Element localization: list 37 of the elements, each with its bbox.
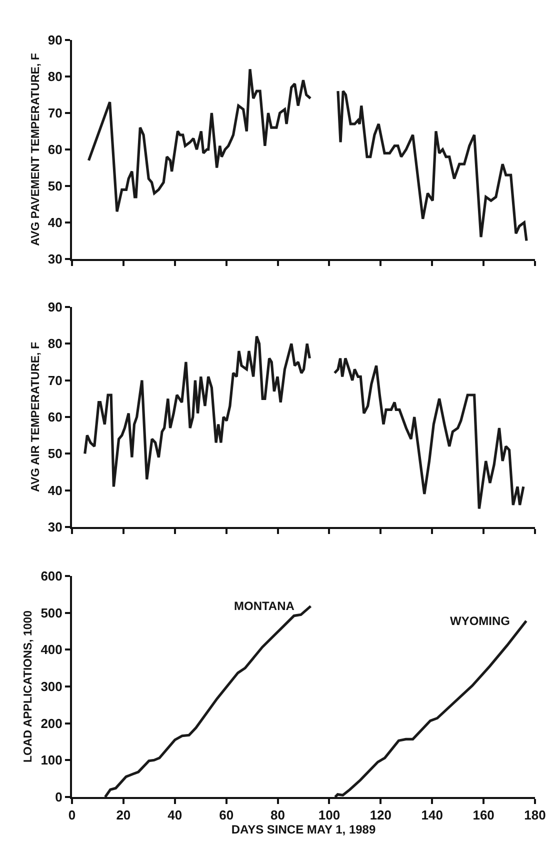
y-tick-label: 80	[48, 336, 62, 352]
series-label: MONTANA	[234, 599, 295, 613]
x-axis-title: DAYS SINCE MAY 1, 1989	[231, 822, 376, 837]
y-tick-label: 400	[40, 642, 62, 658]
y-axis-title: LOAD APPLICATIONS, 1000	[22, 610, 35, 763]
y-tick-label: 90	[48, 32, 62, 48]
y-tick-label: 50	[48, 446, 62, 462]
y-tick-label: 90	[48, 300, 62, 315]
x-tick-label: 160	[472, 808, 494, 823]
y-tick-label: 600	[40, 568, 62, 584]
x-tick-label: 180	[524, 808, 546, 823]
y-tick-label: 60	[48, 410, 62, 425]
series-label: WYOMING	[450, 614, 510, 628]
y-tick-label: 100	[40, 752, 62, 768]
x-tick-label: 100	[318, 808, 340, 823]
y-tick-label: 40	[48, 482, 62, 498]
y-tick-label: 30	[48, 520, 62, 535]
x-tick-label: 140	[421, 808, 443, 823]
x-tick-label: 120	[370, 808, 392, 823]
x-tick-label: 80	[270, 808, 286, 823]
y-tick-label: 50	[48, 178, 62, 194]
y-axis-title: AVG PAVEMENT TEMPERATURE, F	[30, 53, 42, 246]
y-tick-label: 80	[48, 69, 62, 84]
y-tick-label: 70	[48, 372, 62, 388]
y-tick-label: 30	[48, 252, 62, 267]
y-tick-label: 200	[40, 716, 62, 731]
y-tick-label: 60	[48, 142, 62, 158]
x-tick-label: 60	[219, 808, 234, 823]
y-tick-label: 70	[48, 106, 62, 121]
x-tick-label: 20	[116, 808, 131, 823]
y-tick-label: 300	[40, 679, 62, 694]
y-tick-label: 0	[55, 790, 62, 805]
y-tick-label: 40	[48, 215, 62, 230]
x-tick-label: 0	[68, 808, 76, 823]
y-axis-title: AVG AIR TEMPERATURE, F	[30, 342, 42, 492]
x-tick-label: 40	[168, 808, 182, 823]
y-tick-label: 500	[40, 605, 62, 620]
